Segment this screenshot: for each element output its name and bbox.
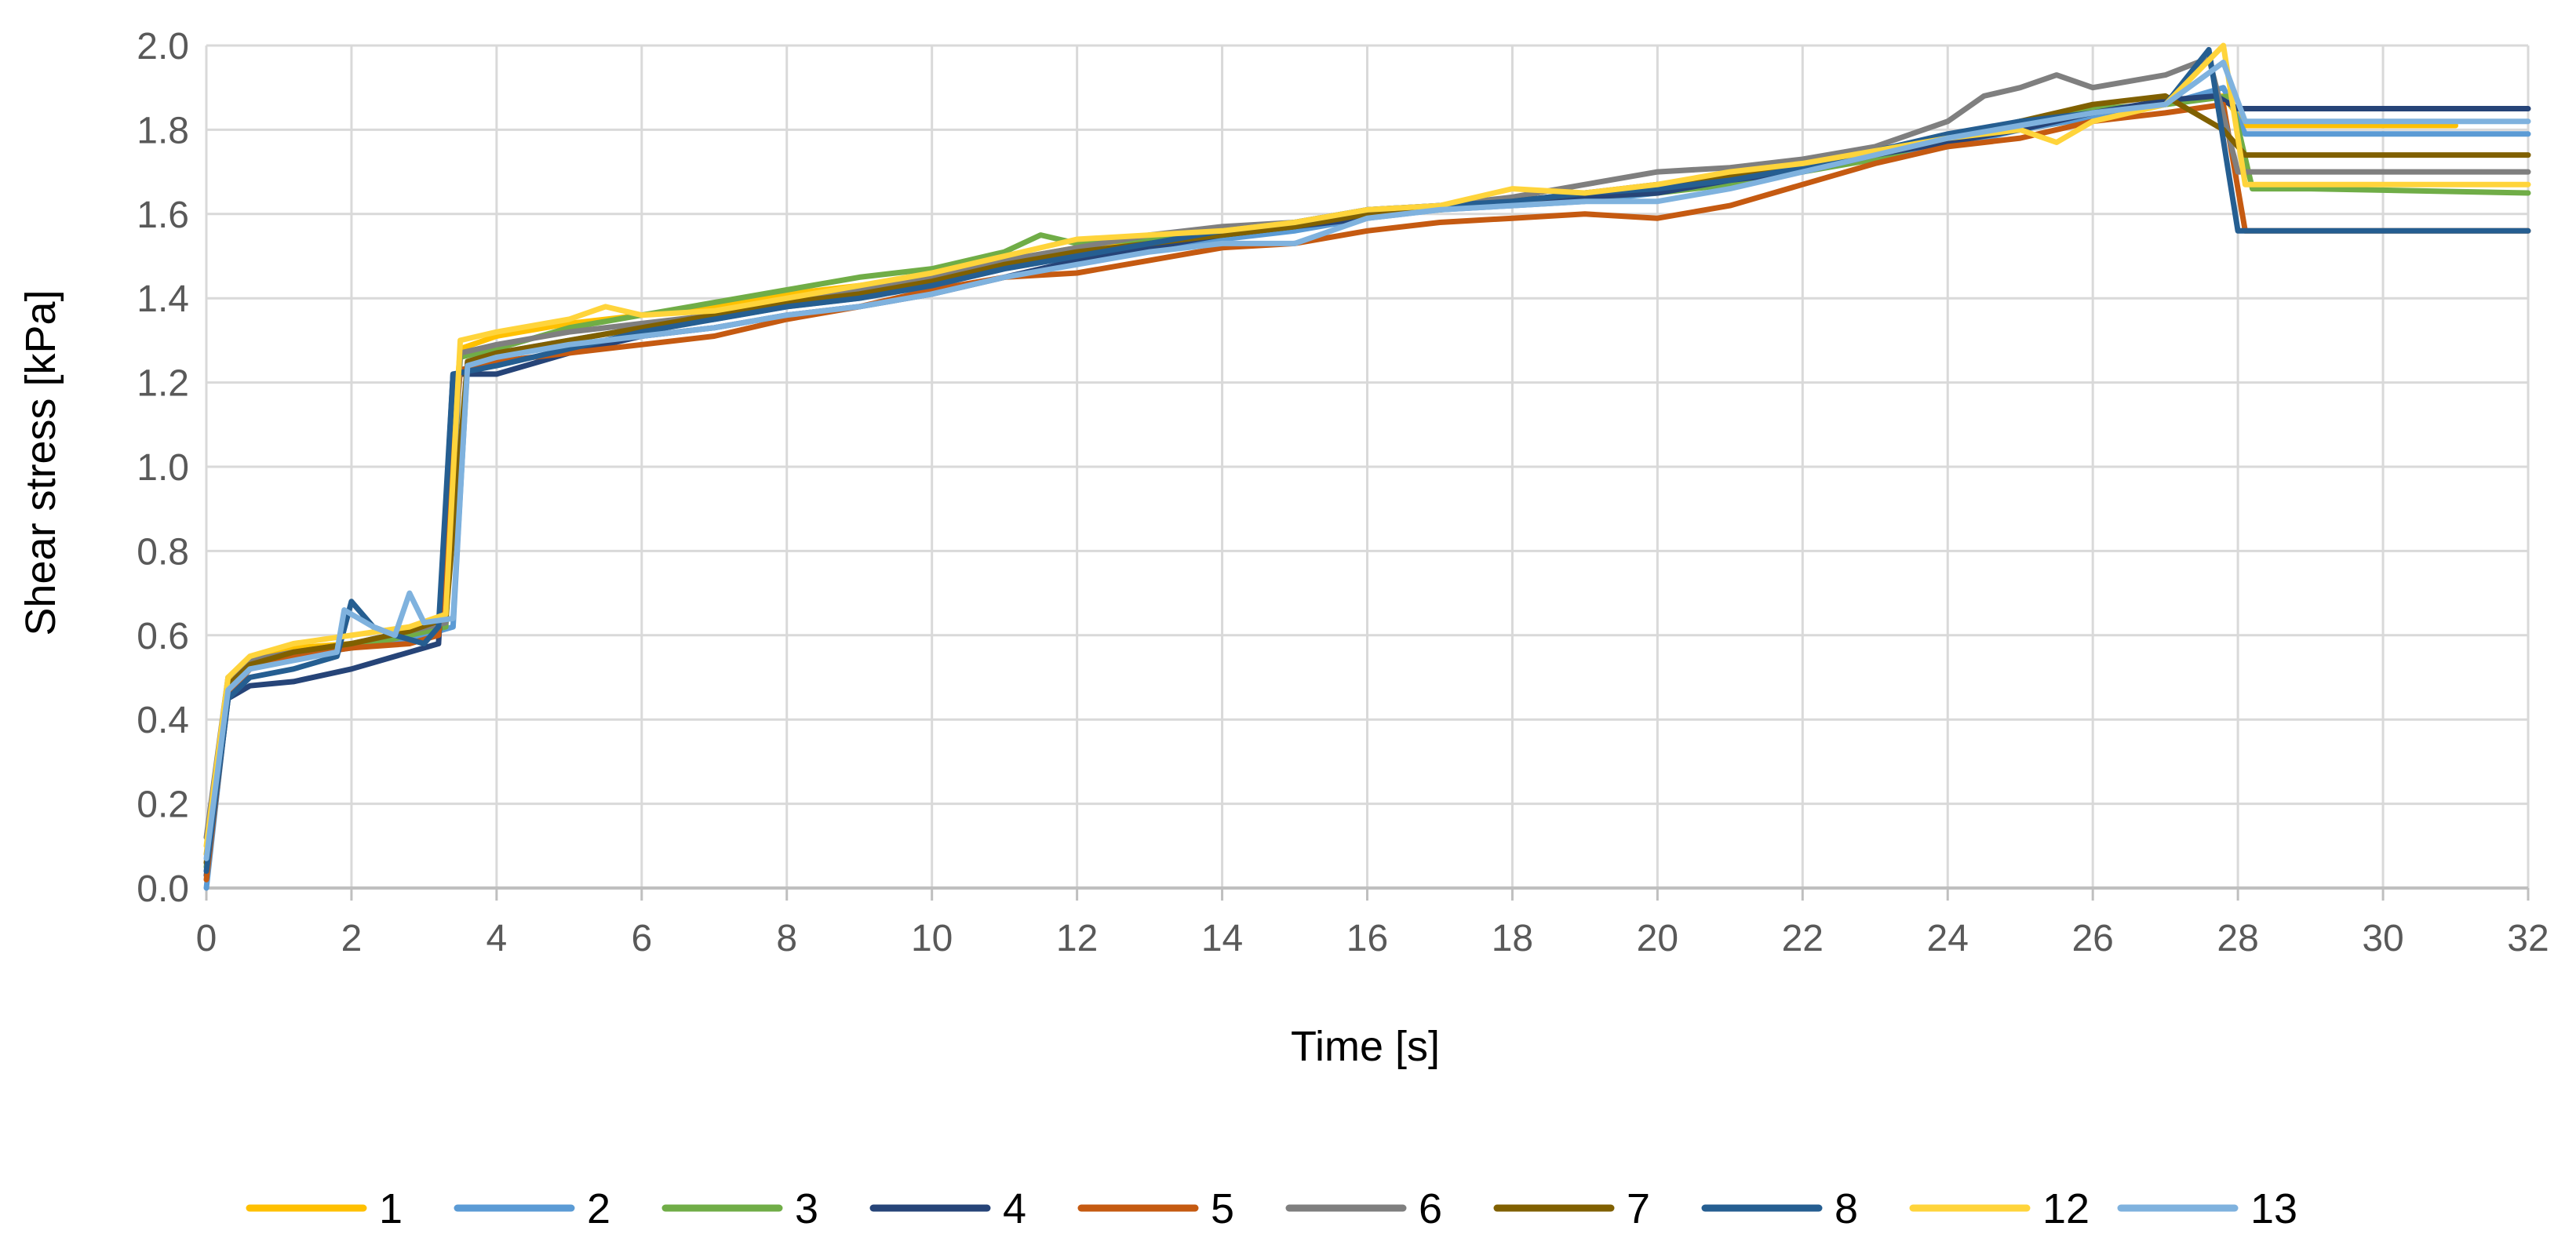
y-tick-label: 0.4	[137, 700, 189, 741]
x-tick-label: 2	[341, 918, 363, 959]
legend-label-3: 3	[795, 1185, 818, 1232]
x-tick-label: 16	[1346, 918, 1388, 959]
x-tick-label: 8	[776, 918, 797, 959]
y-axis-title: Shear stress [kPa]	[17, 289, 64, 635]
series-lines	[203, 42, 2531, 891]
y-tick-label: 1.6	[137, 195, 189, 236]
x-tick-label: 32	[2507, 918, 2549, 959]
series-line-13	[203, 60, 2531, 861]
legend-label-5: 5	[1211, 1185, 1234, 1232]
x-tick-label: 14	[1201, 918, 1243, 959]
x-tick-label: 0	[196, 918, 217, 959]
legend: 1 2 3 4 5 6 7 8 12 13	[246, 1185, 2297, 1232]
x-tick-label: 12	[1056, 918, 1098, 959]
x-tick-label: 10	[911, 918, 953, 959]
y-axis-ticks: 0.0 0.2 0.4 0.6 0.8 1.0 1.2 1.4 1.6 1.8 2.0	[137, 26, 189, 910]
x-tick-label: 20	[1637, 918, 1678, 959]
legend-label-7: 7	[1627, 1185, 1650, 1232]
y-tick-label: 0.0	[137, 868, 189, 910]
x-axis-ticks: 0 2 4 6 8 10 12 14 16 18 20 22 24 26 28 30 32	[196, 918, 2549, 959]
legend-label-8: 8	[1835, 1185, 1858, 1232]
y-tick-label: 0.8	[137, 531, 189, 573]
x-axis-title: Time [s]	[1291, 1023, 1440, 1070]
legend-label-1: 1	[379, 1185, 403, 1232]
y-tick-label: 0.2	[137, 784, 189, 826]
x-tick-label: 30	[2362, 918, 2403, 959]
y-tick-label: 2.0	[137, 26, 189, 67]
series-line-12	[203, 42, 2531, 849]
legend-label-13: 13	[2250, 1185, 2297, 1232]
x-tick-label: 6	[631, 918, 652, 959]
legend-label-6: 6	[1419, 1185, 1442, 1232]
legend-label-2: 2	[587, 1185, 610, 1232]
y-tick-label: 1.8	[137, 110, 189, 151]
x-tick-label: 4	[486, 918, 508, 959]
x-tick-label: 22	[1782, 918, 1824, 959]
y-tick-label: 1.4	[137, 278, 189, 320]
legend-label-12: 12	[2042, 1185, 2090, 1232]
y-tick-label: 1.2	[137, 363, 189, 405]
y-tick-label: 1.0	[137, 447, 189, 489]
x-tick-label: 28	[2217, 918, 2258, 959]
legend-label-4: 4	[1003, 1185, 1026, 1232]
x-tick-label: 24	[1927, 918, 1969, 959]
gridlines	[205, 44, 2530, 901]
x-tick-label: 18	[1492, 918, 1533, 959]
y-tick-label: 0.6	[137, 616, 189, 657]
x-tick-label: 26	[2071, 918, 2113, 959]
